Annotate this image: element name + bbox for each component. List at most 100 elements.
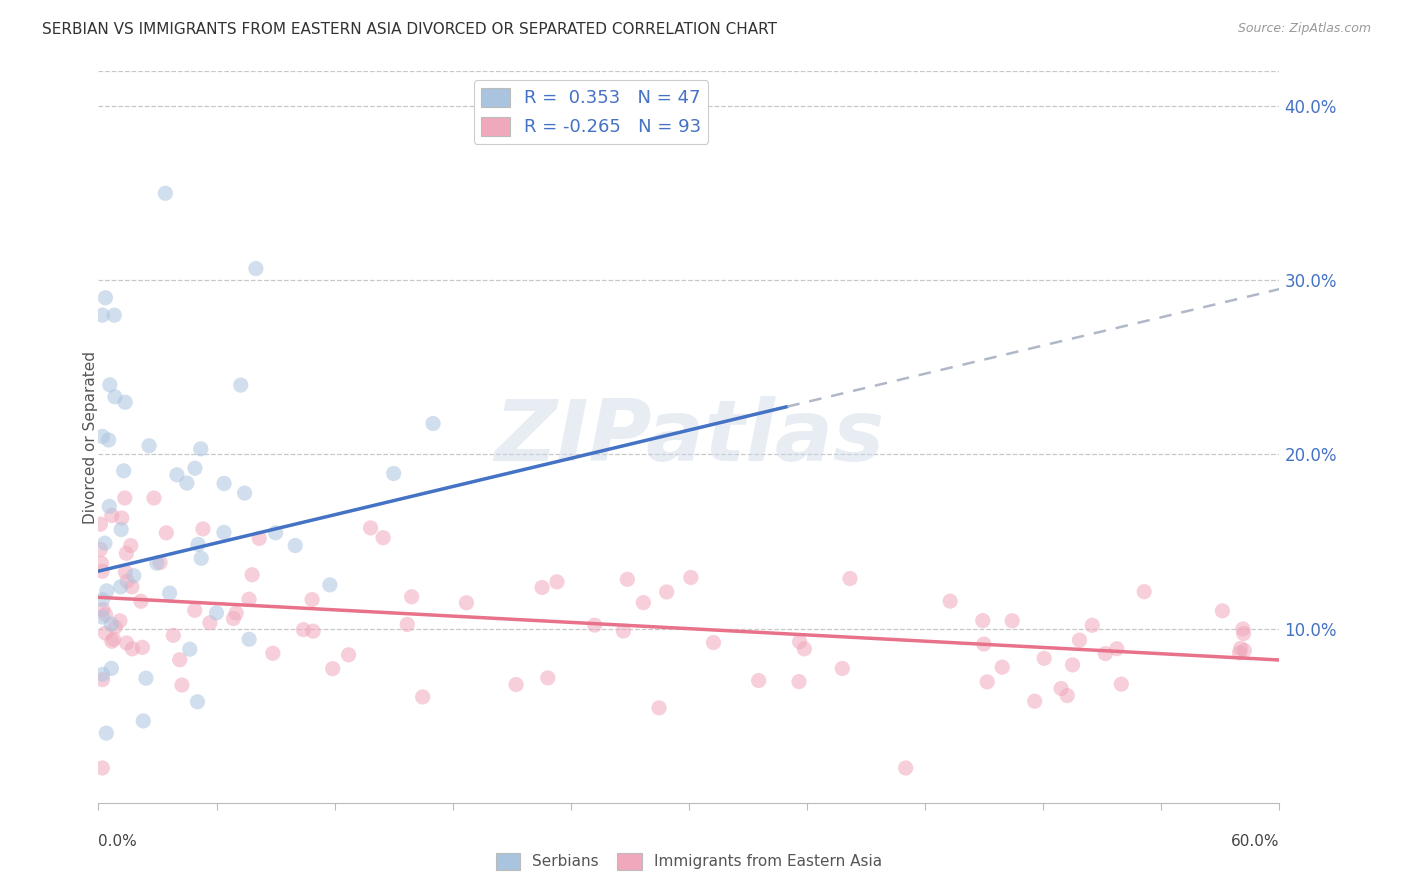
Point: [89, 542, 111, 557]
Point: [679, 570, 702, 584]
Point: [284, 539, 307, 553]
Point: [1233, 626, 1256, 640]
Point: [103, 308, 125, 322]
Point: [973, 637, 995, 651]
Point: [184, 603, 207, 617]
Point: [110, 523, 132, 537]
Point: [91, 429, 114, 443]
Point: [91, 602, 114, 616]
Point: [91, 673, 114, 687]
Point: [337, 648, 360, 662]
Point: [115, 636, 138, 650]
Point: [186, 695, 208, 709]
Point: [222, 611, 245, 625]
Point: [176, 476, 198, 491]
Point: [382, 467, 405, 481]
Point: [122, 568, 145, 582]
Point: [505, 677, 527, 691]
Legend: Serbians, Immigrants from Eastern Asia: Serbians, Immigrants from Eastern Asia: [489, 847, 889, 876]
Point: [179, 642, 201, 657]
Point: [108, 614, 131, 628]
Point: [360, 521, 382, 535]
Point: [972, 614, 994, 628]
Point: [190, 442, 212, 456]
Point: [787, 674, 810, 689]
Point: [238, 632, 260, 647]
Point: [401, 590, 423, 604]
Point: [96, 583, 118, 598]
Point: [97, 433, 120, 447]
Point: [114, 491, 136, 505]
Point: [939, 594, 962, 608]
Point: [245, 261, 267, 276]
Point: [170, 678, 193, 692]
Point: [114, 395, 136, 409]
Point: [247, 532, 270, 546]
Point: [1229, 641, 1251, 656]
Point: [1050, 681, 1073, 696]
Point: [894, 761, 917, 775]
Point: [190, 551, 212, 566]
Point: [198, 615, 221, 630]
Point: [1229, 646, 1251, 660]
Point: [91, 761, 114, 775]
Point: [100, 661, 122, 675]
Point: [748, 673, 770, 688]
Point: [1211, 604, 1233, 618]
Point: [98, 377, 121, 392]
Point: [112, 464, 135, 478]
Point: [264, 525, 287, 540]
Text: ZIPatlas: ZIPatlas: [494, 395, 884, 479]
Point: [991, 660, 1014, 674]
Point: [583, 618, 606, 632]
Point: [1111, 677, 1133, 691]
Point: [121, 641, 143, 656]
Point: [187, 537, 209, 551]
Point: [233, 486, 256, 500]
Point: [96, 726, 118, 740]
Point: [135, 671, 157, 685]
Point: [322, 662, 344, 676]
Point: [839, 572, 862, 586]
Point: [89, 517, 111, 532]
Point: [1001, 614, 1024, 628]
Point: [655, 585, 678, 599]
Point: [1081, 618, 1104, 632]
Point: [184, 461, 207, 475]
Text: 60.0%: 60.0%: [1232, 834, 1279, 849]
Point: [121, 580, 143, 594]
Point: [120, 539, 142, 553]
Point: [212, 476, 235, 491]
Point: [412, 690, 434, 704]
Point: [91, 610, 114, 624]
Point: [94, 536, 117, 550]
Point: [100, 508, 122, 523]
Point: [94, 291, 117, 305]
Point: [793, 641, 815, 656]
Point: [531, 581, 554, 595]
Point: [91, 667, 114, 681]
Point: [301, 592, 323, 607]
Point: [132, 714, 155, 728]
Text: 0.0%: 0.0%: [98, 834, 138, 849]
Point: [162, 628, 184, 642]
Point: [1033, 651, 1056, 665]
Point: [648, 701, 671, 715]
Point: [319, 578, 342, 592]
Point: [1105, 641, 1128, 656]
Y-axis label: Divorced or Separated: Divorced or Separated: [83, 351, 97, 524]
Point: [205, 606, 228, 620]
Point: [111, 511, 134, 525]
Point: [129, 594, 152, 608]
Point: [976, 674, 998, 689]
Point: [104, 620, 127, 634]
Point: [1133, 584, 1156, 599]
Point: [616, 573, 638, 587]
Point: [91, 564, 114, 578]
Point: [91, 308, 114, 322]
Point: [225, 606, 247, 620]
Point: [262, 646, 284, 660]
Point: [546, 574, 568, 589]
Point: [115, 546, 138, 560]
Point: [104, 390, 127, 404]
